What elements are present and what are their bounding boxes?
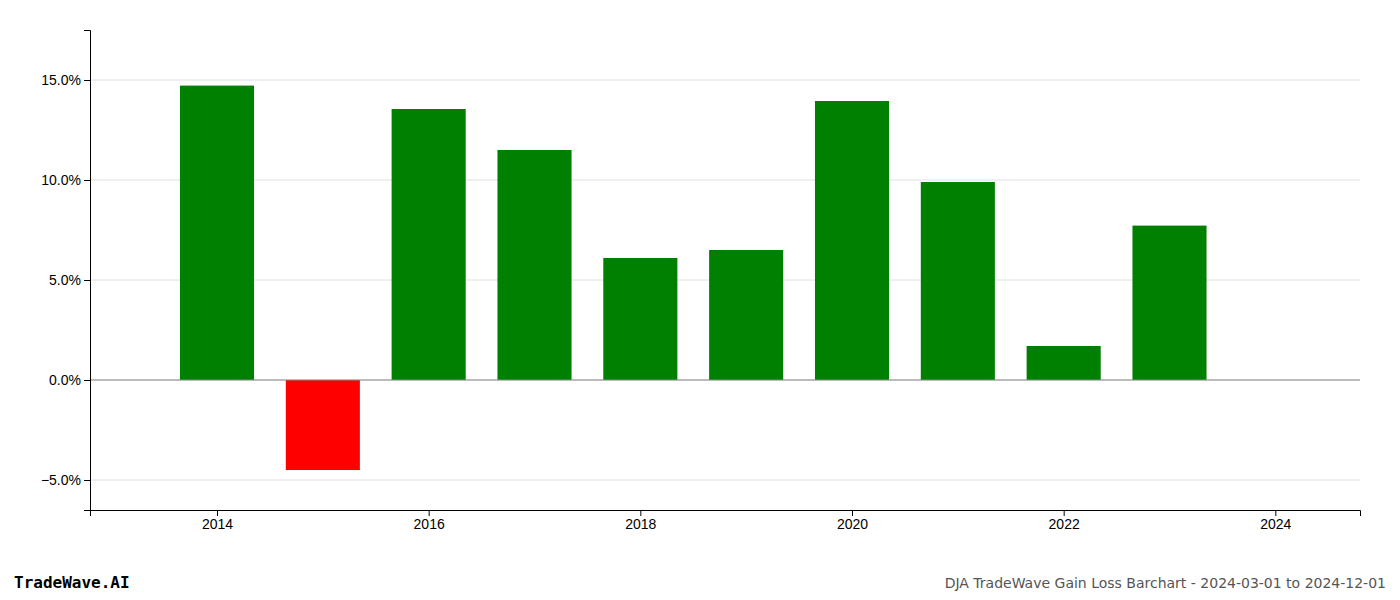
y-tick-mark [84, 480, 90, 481]
y-tick-label: 5.0% [49, 272, 81, 288]
y-tick-mark [84, 180, 90, 181]
grid-line [90, 480, 1360, 481]
x-tick: 2024 [1260, 510, 1291, 532]
bar [497, 150, 571, 380]
x-axis: 2014 2016 2018 2020 2022 2024 [91, 510, 1361, 532]
bar [180, 86, 254, 380]
zero-line [90, 380, 1360, 381]
y-tick: 15.0% [41, 72, 90, 88]
grid-line [90, 80, 1360, 81]
y-axis: −5.0% 0.0% 5.0% 10.0% 15.0% [41, 31, 91, 511]
x-tick-label: 2020 [837, 516, 868, 532]
x-tick-label: 2014 [202, 516, 233, 532]
x-tick: 2016 [414, 510, 445, 532]
bar [1132, 226, 1206, 380]
x-tick: 2014 [202, 510, 233, 532]
y-tick-label: 10.0% [41, 172, 81, 188]
bar [709, 250, 783, 380]
bar [921, 182, 995, 380]
bar [603, 258, 677, 380]
grid-line [90, 180, 1360, 181]
bar [286, 380, 360, 470]
bar [392, 109, 466, 380]
x-tick-label: 2016 [414, 516, 445, 532]
y-tick-mark [84, 80, 90, 81]
y-tick: 0.0% [49, 372, 90, 388]
y-tick-label: −5.0% [41, 472, 81, 488]
y-tick: −5.0% [41, 472, 90, 488]
grid-line [90, 380, 1360, 381]
x-tick-label: 2018 [625, 516, 656, 532]
y-tick-label: 0.0% [49, 372, 81, 388]
grid [90, 80, 1360, 480]
bar [1027, 346, 1101, 380]
y-tick: 5.0% [49, 272, 90, 288]
y-axis-line [84, 31, 91, 511]
x-tick: 2018 [625, 510, 656, 532]
plot-area: −5.0%0.0%5.0%10.0%15.0%20142016201820202… [41, 31, 1361, 532]
y-tick-mark [84, 280, 90, 281]
chart: −5.0%0.0%5.0%10.0%15.0%20142016201820202… [0, 0, 1400, 600]
footer-right: DJA TradeWave Gain Loss Barchart - 2024-… [945, 575, 1386, 591]
y-tick-mark [84, 380, 90, 381]
x-axis-line [91, 511, 1361, 517]
bars [180, 86, 1207, 470]
bar [815, 101, 889, 380]
x-tick-label: 2024 [1260, 516, 1291, 532]
footer-left: TradeWave.AI [14, 573, 130, 592]
x-tick-label: 2022 [1049, 516, 1080, 532]
y-tick: 10.0% [41, 172, 90, 188]
y-tick-label: 15.0% [41, 72, 81, 88]
x-tick: 2022 [1049, 510, 1080, 532]
x-tick: 2020 [837, 510, 868, 532]
